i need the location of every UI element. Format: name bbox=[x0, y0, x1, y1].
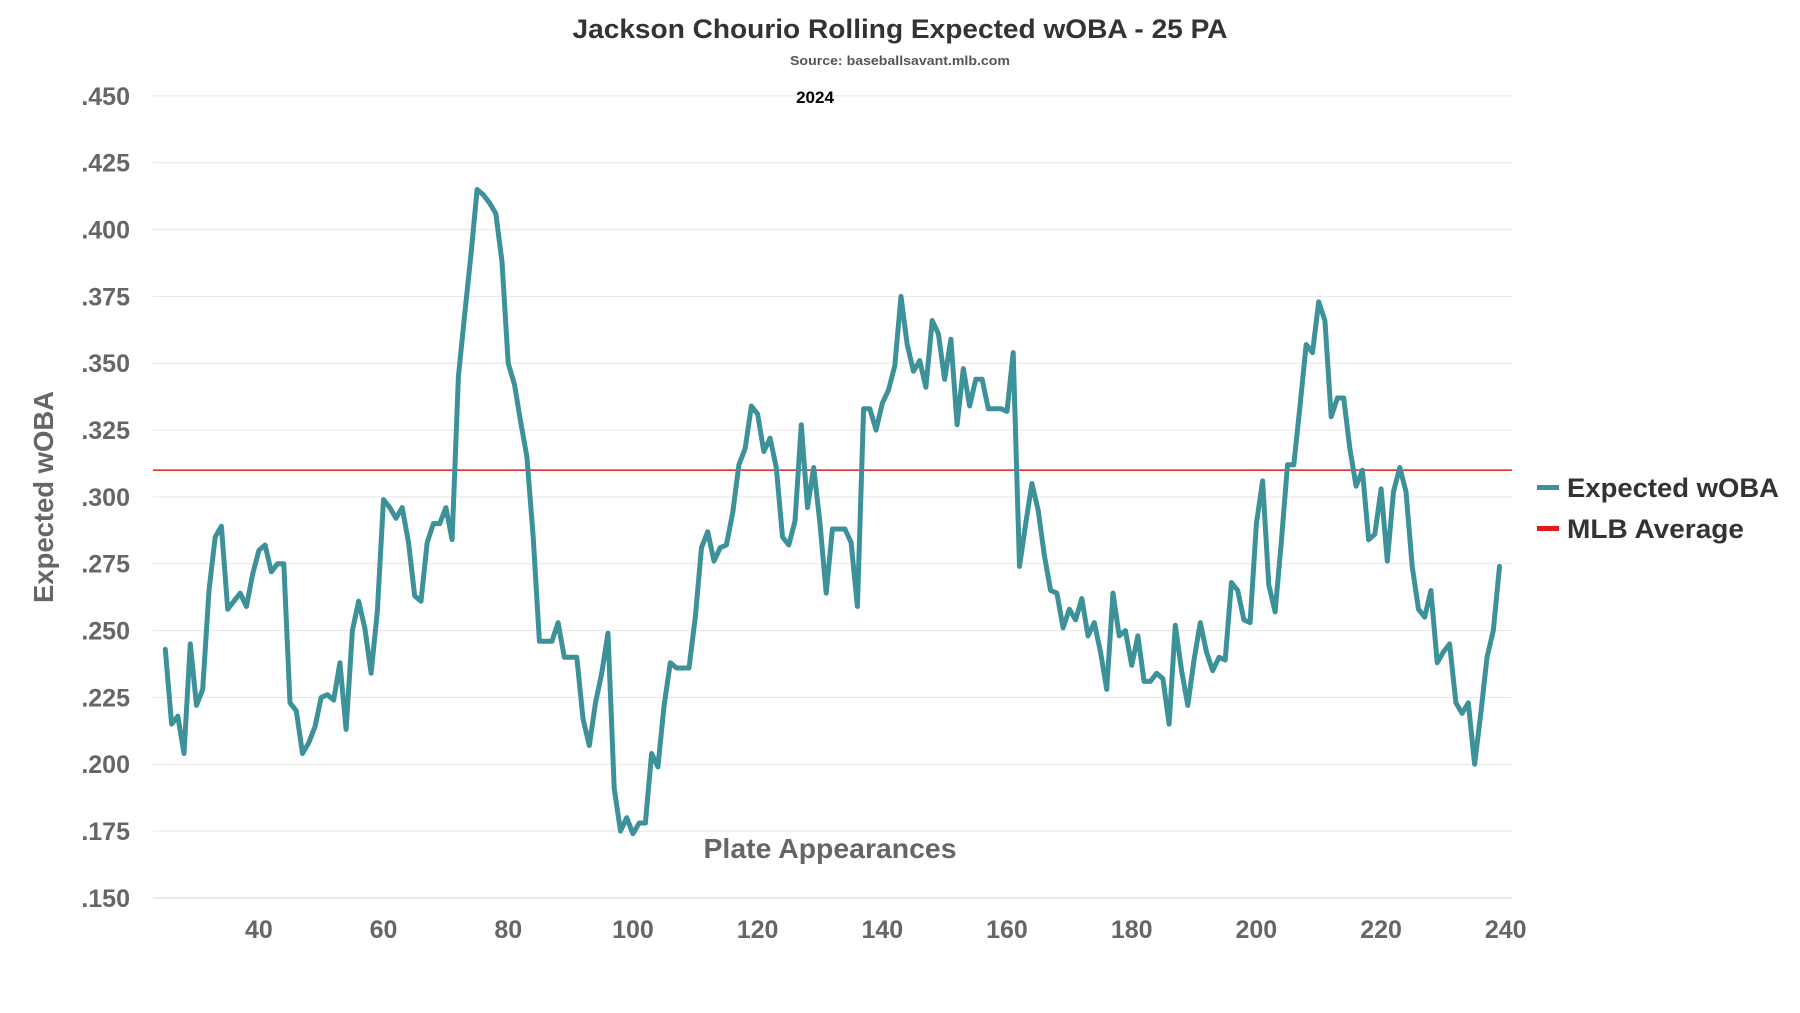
y-tick-label: .350 bbox=[81, 350, 130, 378]
y-tick-labels: .150 .175 .200 .225 .250 .275 .300 .325 .350 .375… bbox=[81, 83, 130, 913]
chart-subtitle: Source: baseballsavant.mlb.com bbox=[790, 53, 1010, 68]
x-axis-label: Plate Appearances bbox=[704, 833, 957, 864]
y-tick-label: .150 bbox=[81, 885, 130, 913]
y-tick-label: .225 bbox=[81, 684, 130, 712]
y-tick-label: .300 bbox=[81, 484, 130, 512]
legend-item-mlb-average[interactable]: MLB Average bbox=[1537, 514, 1744, 544]
legend: Expected wOBA MLB Average bbox=[1537, 473, 1779, 544]
x-tick-label: 160 bbox=[986, 916, 1028, 944]
expected-woba-line bbox=[162, 187, 1502, 837]
x-tick-label: 60 bbox=[370, 916, 398, 944]
x-tick-label: 100 bbox=[612, 916, 654, 944]
y-tick-label: .200 bbox=[81, 751, 130, 779]
x-tick-label: 240 bbox=[1485, 916, 1527, 944]
legend-label: Expected wOBA bbox=[1567, 473, 1779, 503]
x-tick-label: 200 bbox=[1236, 916, 1278, 944]
y-axis-label: Expected wOBA bbox=[28, 391, 59, 603]
y-tick-label: .175 bbox=[81, 818, 130, 846]
legend-swatch bbox=[1537, 526, 1559, 531]
x-tick-label: 140 bbox=[861, 916, 903, 944]
y-tick-label: .275 bbox=[81, 551, 130, 579]
y-tick-label: .450 bbox=[81, 83, 130, 111]
legend-item-expected-woba[interactable]: Expected wOBA bbox=[1537, 473, 1779, 503]
x-tick-label: 220 bbox=[1360, 916, 1402, 944]
y-tick-label: .375 bbox=[81, 283, 130, 311]
y-tick-label: .250 bbox=[81, 618, 130, 646]
x-tick-label: 40 bbox=[245, 916, 273, 944]
y-tick-label: .425 bbox=[81, 150, 130, 178]
y-tick-label: .325 bbox=[81, 417, 130, 445]
legend-swatch bbox=[1537, 485, 1559, 490]
season-annotation: 2024 bbox=[796, 88, 834, 107]
legend-label: MLB Average bbox=[1567, 514, 1744, 544]
x-tick-label: 180 bbox=[1111, 916, 1153, 944]
gridlines bbox=[152, 95, 1512, 832]
x-tick-label: 80 bbox=[494, 916, 522, 944]
y-tick-label: .400 bbox=[81, 217, 130, 245]
x-tick-label: 120 bbox=[737, 916, 779, 944]
chart-title: Jackson Chourio Rolling Expected wOBA - … bbox=[573, 14, 1228, 44]
x-tick-labels: 40 60 80 100 120 140 160 180 200 220 240 bbox=[245, 916, 1527, 944]
